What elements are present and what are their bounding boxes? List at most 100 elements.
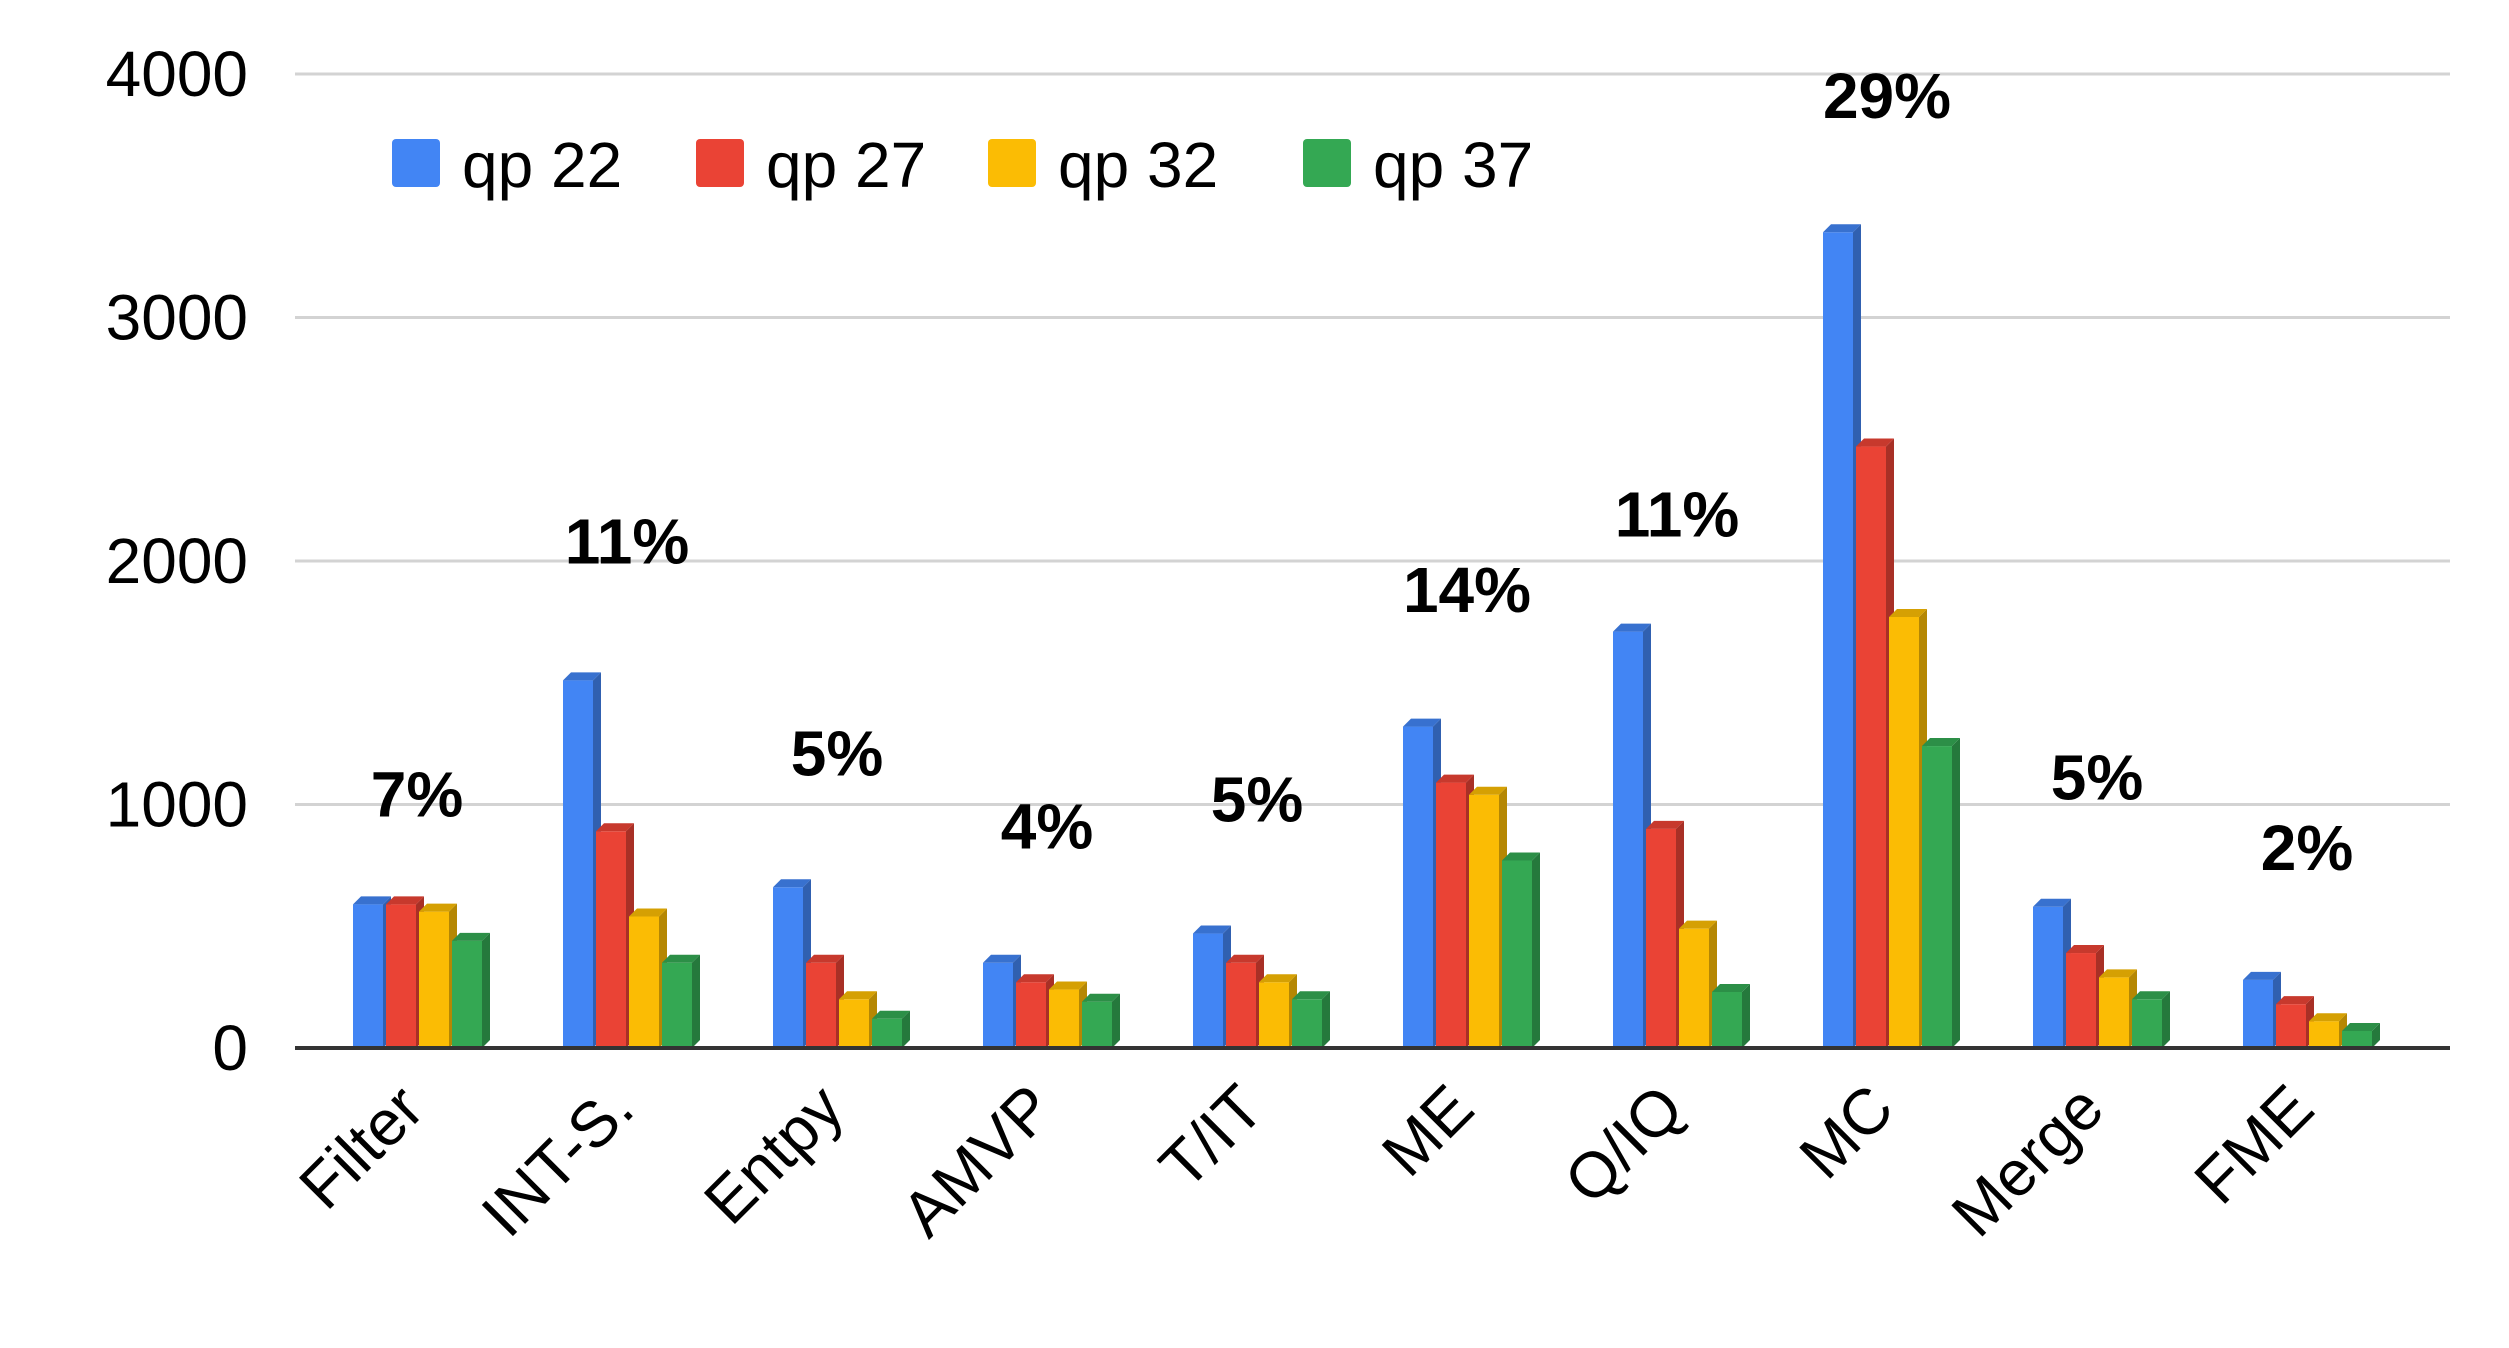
bar-front bbox=[1292, 999, 1322, 1048]
bar-top bbox=[563, 672, 601, 681]
bar-top bbox=[2132, 991, 2170, 1000]
percent-label: 11% bbox=[1615, 479, 1740, 551]
bar bbox=[2342, 1022, 2380, 1048]
x-category-label: Q/IQ bbox=[1550, 1071, 1696, 1217]
bar-side bbox=[1742, 983, 1750, 1048]
bar-front bbox=[839, 999, 869, 1048]
bar-side bbox=[692, 954, 700, 1048]
bar-front bbox=[1469, 794, 1499, 1048]
percent-label: 14% bbox=[1403, 554, 1531, 626]
percent-label: 5% bbox=[2051, 742, 2144, 814]
bar bbox=[806, 954, 844, 1048]
bar-front bbox=[1436, 782, 1466, 1048]
bar-top bbox=[2066, 945, 2104, 954]
bar-side bbox=[2372, 1022, 2380, 1048]
y-tick-label: 3000 bbox=[106, 282, 248, 354]
bar bbox=[419, 903, 457, 1048]
bar-front bbox=[1679, 928, 1709, 1048]
bar-top bbox=[353, 896, 391, 905]
bar bbox=[1712, 983, 1750, 1048]
legend-label: qp 37 bbox=[1373, 129, 1533, 201]
bar-front bbox=[2309, 1021, 2339, 1048]
bar-front bbox=[2243, 979, 2273, 1048]
bar-top bbox=[386, 896, 424, 905]
percent-label: 7% bbox=[371, 759, 464, 831]
x-category-label: AMVP bbox=[888, 1071, 1067, 1250]
legend-label: qp 22 bbox=[462, 129, 622, 201]
bar-front bbox=[1922, 746, 1952, 1048]
bar-top bbox=[1259, 974, 1297, 983]
bar-top bbox=[1016, 974, 1054, 983]
bar-top bbox=[2276, 996, 2314, 1005]
bar-top bbox=[1679, 920, 1717, 929]
y-tick-label: 0 bbox=[212, 1012, 248, 1084]
legend-item: qp 37 bbox=[1303, 129, 1533, 201]
x-axis-categories: Filter INT-S. Entpy AMVP T/IT ME Q/IQ MC Merge FM… bbox=[285, 1071, 2326, 1250]
y-axis-ticks: 0 1000 2000 3000 4000 bbox=[106, 38, 248, 1084]
bar bbox=[872, 1010, 910, 1048]
bar-top bbox=[1049, 981, 1087, 990]
bar-top bbox=[1502, 852, 1540, 861]
percent-label: 11% bbox=[565, 505, 690, 577]
bar bbox=[2033, 898, 2071, 1048]
bar-top bbox=[1403, 718, 1441, 727]
bar-side bbox=[1532, 852, 1540, 1048]
bar-top bbox=[2342, 1022, 2380, 1031]
bar bbox=[1436, 774, 1474, 1048]
bar-front bbox=[773, 887, 803, 1048]
bar bbox=[662, 954, 700, 1048]
bar bbox=[1049, 981, 1087, 1048]
x-category-label: T/IT bbox=[1146, 1071, 1277, 1202]
x-category-label: Filter bbox=[285, 1071, 436, 1222]
bar-top bbox=[2099, 969, 2137, 978]
bar-top bbox=[1646, 820, 1684, 829]
bar bbox=[1889, 609, 1927, 1048]
bar bbox=[1613, 623, 1651, 1048]
bar-front bbox=[872, 1018, 902, 1048]
bar bbox=[1679, 920, 1717, 1048]
bar-side bbox=[1112, 993, 1120, 1048]
bar-side bbox=[1322, 991, 1330, 1048]
bar-top bbox=[596, 823, 634, 832]
bar-front bbox=[1823, 232, 1853, 1048]
bar-front bbox=[2342, 1030, 2372, 1048]
bar-top bbox=[839, 991, 877, 1000]
grid-lines bbox=[295, 72, 2450, 806]
bar bbox=[1469, 786, 1507, 1048]
bar-top bbox=[806, 954, 844, 963]
bar-side bbox=[1952, 738, 1960, 1048]
bar-top bbox=[1436, 774, 1474, 783]
bar bbox=[353, 896, 391, 1048]
bar bbox=[629, 908, 667, 1048]
bar bbox=[1646, 820, 1684, 1048]
x-category-label: MC bbox=[1786, 1071, 1907, 1192]
x-category-label: FME bbox=[2180, 1071, 2326, 1217]
bar-front bbox=[1856, 446, 1886, 1048]
bar-front bbox=[1502, 860, 1532, 1048]
bar-front bbox=[1646, 828, 1676, 1048]
x-category-label: INT-S. bbox=[468, 1071, 647, 1250]
bar bbox=[1193, 925, 1231, 1048]
bar bbox=[1226, 954, 1264, 1048]
bar-side bbox=[902, 1010, 910, 1048]
bar-top bbox=[419, 903, 457, 912]
bar bbox=[839, 991, 877, 1048]
y-tick-label: 4000 bbox=[106, 38, 248, 110]
bar-front bbox=[1259, 982, 1289, 1048]
bar-front bbox=[1016, 982, 1046, 1048]
x-category-label: Merge bbox=[1938, 1071, 2117, 1250]
bar bbox=[2066, 945, 2104, 1048]
bar-top bbox=[1469, 786, 1507, 795]
legend-swatch bbox=[392, 139, 440, 187]
bars bbox=[353, 224, 2380, 1048]
bar-front bbox=[596, 831, 626, 1048]
x-category-label: ME bbox=[1368, 1071, 1487, 1190]
legend-label: qp 32 bbox=[1058, 129, 1218, 201]
bar-front bbox=[1049, 989, 1079, 1048]
legend: qp 22 qp 27 qp 32 qp 37 bbox=[392, 129, 1533, 201]
percent-label: 29% bbox=[1823, 60, 1951, 132]
bar-top bbox=[1082, 993, 1120, 1002]
bar-top bbox=[1712, 983, 1750, 992]
bar-top bbox=[1922, 738, 1960, 747]
